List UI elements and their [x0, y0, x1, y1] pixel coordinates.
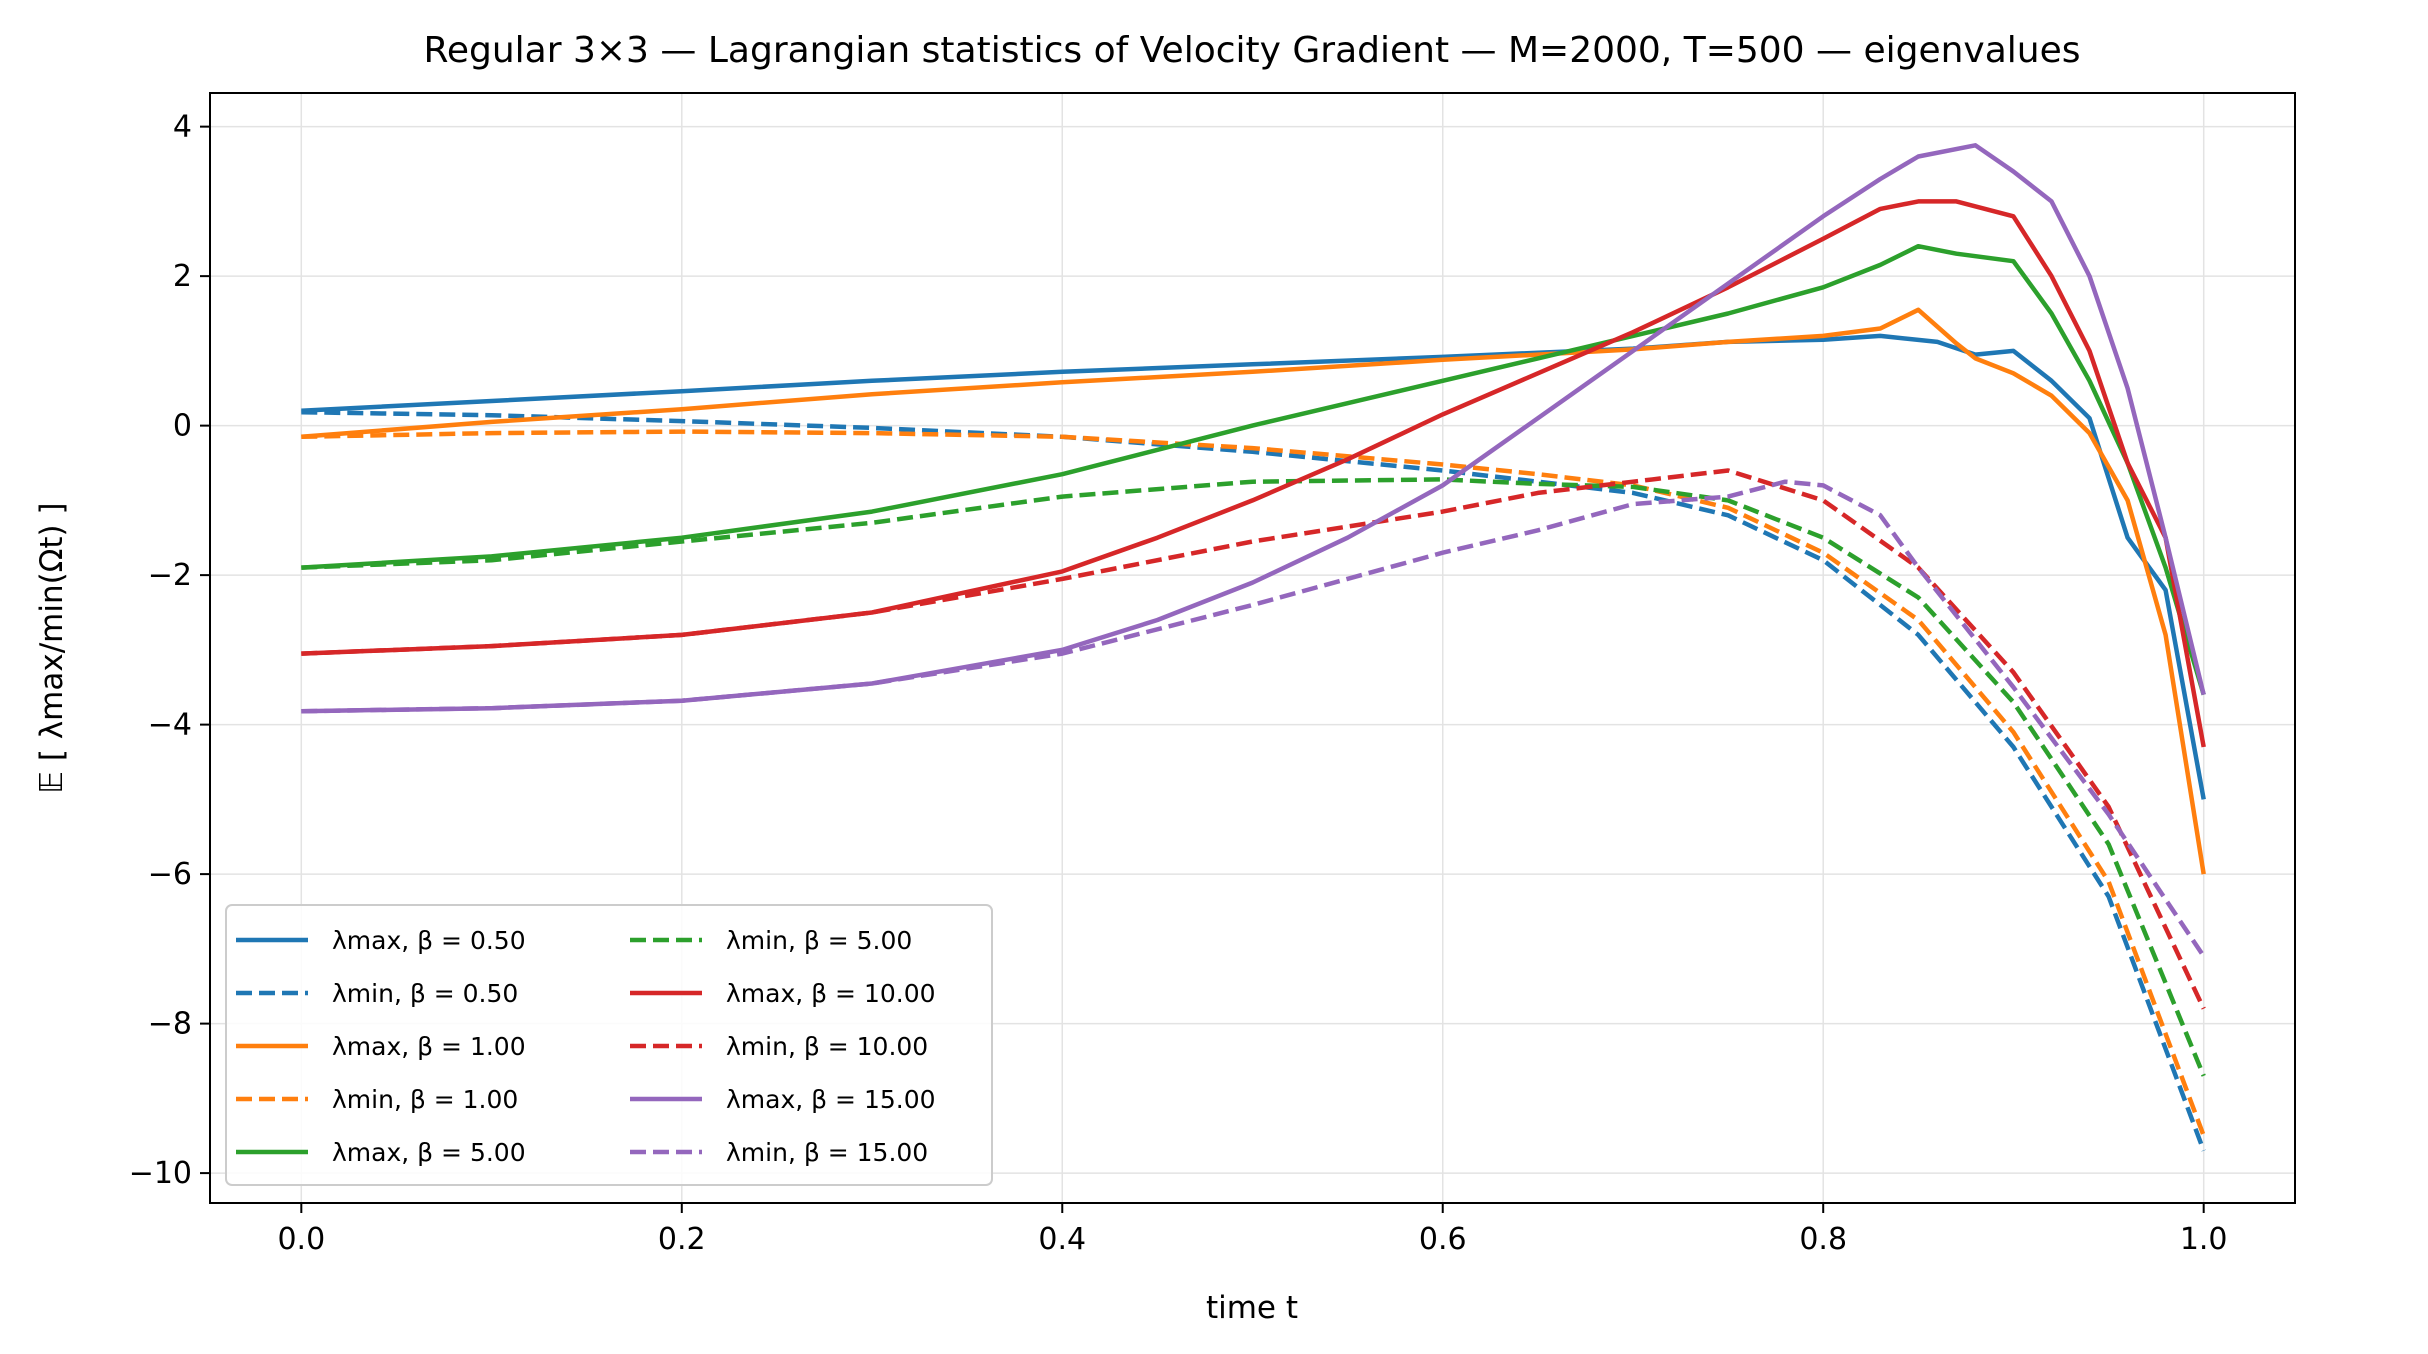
legend: λmax, β = 0.50 λmin, β = 0.50 λmax, β = 1.… [225, 904, 993, 1186]
y-tick-label: 2 [173, 259, 192, 294]
legend-label: λmin, β = 1.00 [332, 1085, 518, 1114]
legend-label: λmax, β = 1.00 [332, 1032, 526, 1061]
x-tick-label: 1.0 [2180, 1222, 2228, 1257]
legend-label: λmin, β = 5.00 [726, 926, 912, 955]
x-tick-label: 0.4 [1038, 1222, 1086, 1257]
series-line-min-beta-1-00 [301, 429, 2206, 1137]
legend-label: λmax, β = 0.50 [332, 926, 526, 955]
series-line-max-beta-0-50 [301, 333, 2206, 800]
legend-label: λmin, β = 0.50 [332, 979, 518, 1008]
x-tick-label: 0.8 [1799, 1222, 1847, 1257]
x-tick-label: 0.2 [658, 1222, 706, 1257]
series-layer [301, 143, 2206, 1152]
series-line-max-beta-10-00 [301, 199, 2206, 748]
tick-layer: 0.0 0.2 0.4 0.6 0.8 1.0 4 2 0 −2 −4 −6 −8 −10 [129, 110, 2228, 1257]
legend-label: λmin, β = 10.00 [726, 1032, 928, 1061]
x-tick-label: 0.6 [1419, 1222, 1467, 1257]
legend-label: λmax, β = 15.00 [726, 1085, 936, 1114]
y-tick-label: −10 [129, 1156, 192, 1191]
legend-box [225, 904, 993, 1186]
series-line-max-beta-5-00 [301, 243, 2206, 696]
y-axis-label: 𝔼 [ λmax/min(Ωt) ] [34, 502, 70, 793]
series-line-min-beta-0-50 [301, 409, 2206, 1152]
y-tick-label: −2 [148, 558, 192, 593]
legend-label: λmin, β = 15.00 [726, 1138, 928, 1167]
legend-label: λmax, β = 5.00 [332, 1138, 526, 1167]
chart-title: Regular 3×3 — Lagrangian statistics of V… [423, 30, 2080, 71]
y-tick-label: 0 [173, 409, 192, 444]
series-line-min-beta-15-00 [301, 479, 2206, 958]
y-tick-label: −4 [148, 708, 192, 743]
x-axis-label: time t [1206, 1290, 1298, 1326]
series-line-min-beta-10-00 [301, 468, 2206, 1010]
y-tick-label: 4 [173, 110, 192, 145]
legend-label: λmax, β = 10.00 [726, 979, 936, 1008]
x-tick-label: 0.0 [277, 1222, 325, 1257]
plot-frame [209, 92, 2296, 1204]
y-tick-label: −8 [148, 1007, 192, 1042]
series-line-min-beta-5-00 [301, 477, 2206, 1077]
y-tick-label: −6 [148, 857, 192, 892]
series-line-max-beta-1-00 [301, 307, 2206, 875]
